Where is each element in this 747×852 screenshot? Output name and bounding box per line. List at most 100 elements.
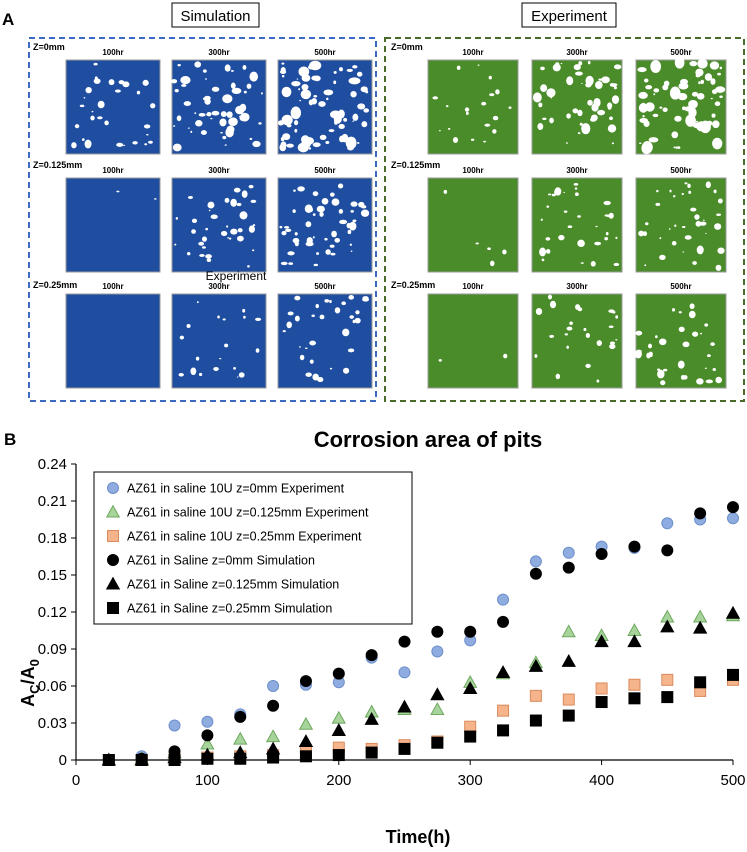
pit-spot <box>607 124 617 133</box>
pit-spot <box>84 139 92 149</box>
pit-spot <box>71 142 77 149</box>
pit-spot <box>663 368 668 372</box>
data-point <box>594 634 609 648</box>
pit-spot <box>186 251 191 256</box>
pit-spot <box>132 141 138 145</box>
pit-spot <box>577 215 581 218</box>
pit-spot <box>210 118 213 120</box>
data-point <box>529 714 542 727</box>
micrograph <box>427 177 519 273</box>
pit-spot <box>714 101 721 106</box>
pit-spot <box>642 115 645 118</box>
pit-spot <box>236 376 239 378</box>
pit-spot <box>208 209 211 212</box>
pit-spot <box>296 78 299 80</box>
data-point <box>497 615 510 628</box>
pit-spot <box>566 345 569 349</box>
pit-spot <box>224 197 230 203</box>
data-point <box>299 750 312 763</box>
pit-spot <box>710 342 715 346</box>
data-point <box>528 658 544 672</box>
pit-spot <box>225 127 234 138</box>
data-point <box>692 609 708 623</box>
pit-spot <box>483 140 487 143</box>
pit-spot <box>324 299 330 303</box>
data-point <box>233 731 248 745</box>
data-point <box>298 734 314 748</box>
pit-spot <box>222 318 226 321</box>
pit-spot <box>297 186 305 192</box>
pit-spot <box>706 354 711 358</box>
pit-spot <box>615 339 618 341</box>
pit-spot <box>674 224 677 228</box>
pit-spot <box>648 351 653 357</box>
pit-spot <box>572 108 579 114</box>
pit-spot <box>279 225 283 229</box>
pit-spot <box>669 86 681 100</box>
pit-spot <box>187 195 193 199</box>
pit-spot <box>248 225 255 233</box>
pit-spot <box>585 82 592 88</box>
pit-spot <box>291 80 301 87</box>
pit-spot <box>717 198 723 204</box>
pit-spot <box>608 325 614 328</box>
x-tick-label: 100 <box>195 772 220 789</box>
data-point <box>727 501 739 514</box>
pit-spot <box>678 326 685 333</box>
pit-spot <box>675 146 678 149</box>
experiment-header-box <box>521 2 617 28</box>
experiment-header: Experiment <box>531 8 608 25</box>
z-label: Z=0.25mm <box>391 280 435 290</box>
data-point <box>430 687 445 701</box>
pit-spot <box>596 379 600 383</box>
pit-spot <box>309 61 320 70</box>
pit-spot <box>312 213 316 216</box>
data-point <box>431 645 444 658</box>
data-point <box>398 666 411 679</box>
pit-spot <box>710 97 713 100</box>
pit-spot <box>495 89 500 95</box>
pit-spot <box>477 64 480 66</box>
micrograph <box>427 59 519 155</box>
pit-spot <box>547 294 553 300</box>
pit-spot <box>684 182 688 185</box>
data-point <box>628 540 641 553</box>
time-label: 300hr <box>566 166 587 175</box>
pit-spot <box>285 228 292 232</box>
data-point <box>529 555 542 568</box>
data-point <box>497 724 510 737</box>
pit-spot <box>546 88 556 98</box>
pit-spot <box>711 113 716 118</box>
panel-a-figure: A Simulation Z=0mm 100hr 300hr 500hr Z=0.125… <box>2 2 745 402</box>
pit-spot <box>681 192 684 196</box>
pit-spot <box>195 356 200 361</box>
pit-spot <box>540 218 543 221</box>
data-point <box>692 620 708 634</box>
data-point <box>265 729 281 743</box>
pit-spot <box>309 340 317 346</box>
data-point <box>267 751 280 764</box>
pit-spot <box>712 367 716 372</box>
data-point <box>464 730 477 743</box>
time-label: 300hr <box>208 282 229 291</box>
pit-spot <box>535 307 543 315</box>
pit-spot <box>323 89 334 96</box>
pit-spot <box>347 348 355 353</box>
pit-spot <box>552 63 561 72</box>
pit-spot <box>659 106 663 109</box>
pit-spot <box>713 189 717 194</box>
pit-spot <box>228 237 232 240</box>
pit-spot <box>311 314 315 317</box>
pit-spot <box>587 99 593 106</box>
pit-spot <box>591 103 599 112</box>
x-tick-label: 300 <box>458 772 483 789</box>
data-point <box>135 754 148 766</box>
pit-spot <box>222 94 233 104</box>
pit-spot <box>644 264 647 267</box>
pit-spot <box>566 76 574 86</box>
pit-spot <box>489 93 495 97</box>
pit-spot <box>172 125 176 127</box>
pit-spot <box>609 341 616 345</box>
pit-spot <box>298 88 301 91</box>
pit-spot <box>345 136 357 150</box>
